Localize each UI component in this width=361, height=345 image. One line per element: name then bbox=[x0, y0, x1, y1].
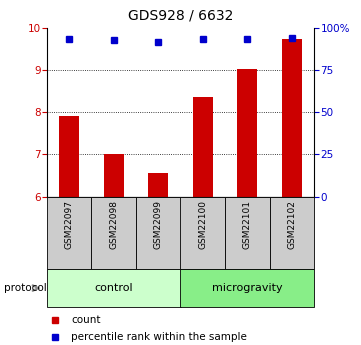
Text: count: count bbox=[71, 315, 100, 325]
Text: GSM22100: GSM22100 bbox=[198, 200, 207, 249]
Bar bbox=[136, 197, 180, 269]
Bar bbox=[237, 69, 257, 197]
Bar bbox=[104, 154, 124, 197]
Text: GSM22097: GSM22097 bbox=[65, 200, 74, 249]
Text: GSM22099: GSM22099 bbox=[154, 200, 163, 249]
Bar bbox=[282, 39, 302, 197]
Bar bbox=[59, 116, 79, 197]
Bar bbox=[180, 269, 314, 307]
Text: GSM22098: GSM22098 bbox=[109, 200, 118, 249]
Bar bbox=[148, 174, 168, 197]
Bar bbox=[225, 197, 270, 269]
Text: protocol: protocol bbox=[4, 283, 46, 293]
Text: GSM22102: GSM22102 bbox=[287, 200, 296, 249]
Text: microgravity: microgravity bbox=[212, 283, 283, 293]
Bar bbox=[193, 97, 213, 197]
Bar bbox=[180, 197, 225, 269]
Bar bbox=[47, 269, 180, 307]
Bar bbox=[270, 197, 314, 269]
Text: GDS928 / 6632: GDS928 / 6632 bbox=[128, 9, 233, 23]
Bar bbox=[91, 197, 136, 269]
Text: control: control bbox=[95, 283, 133, 293]
Text: GSM22101: GSM22101 bbox=[243, 200, 252, 249]
Text: percentile rank within the sample: percentile rank within the sample bbox=[71, 333, 247, 342]
Bar bbox=[47, 197, 91, 269]
